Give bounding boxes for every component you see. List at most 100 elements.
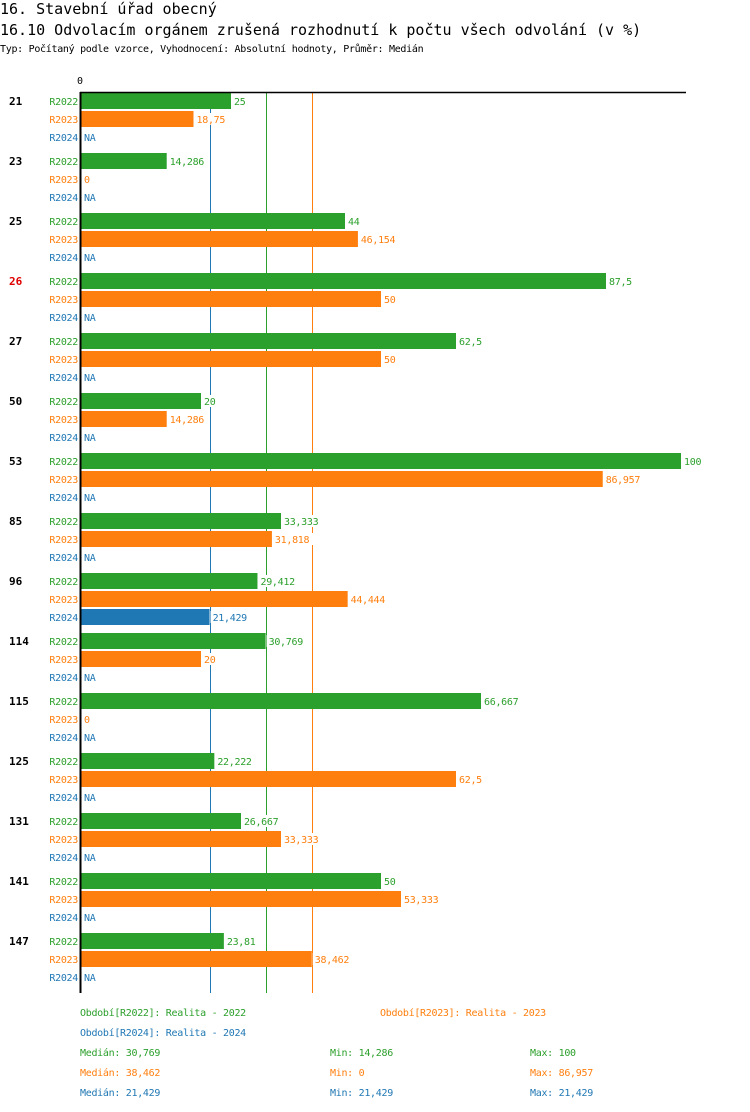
value-label-bg [348,593,389,605]
series-label-r2023: R2023 [49,355,78,366]
series-label-r2023: R2023 [49,595,78,606]
value-label-bg [382,875,398,887]
series-label-r2024: R2024 [49,613,78,624]
series-label-r2022: R2022 [49,637,78,648]
bar-r2024 [81,609,210,625]
value-label-bg [215,755,256,767]
value-label: NA [84,433,96,444]
category-label: 27 [9,335,22,348]
value-label: NA [84,373,96,384]
value-label: 22,222 [217,757,252,768]
stat-max-r2023: Max: 86,957 [530,1068,593,1079]
stat-max-r2024: Max: 21,429 [530,1088,593,1099]
value-label-bg [281,833,323,845]
series-label-r2023: R2023 [49,115,78,126]
category-label: 25 [9,215,22,228]
category-label: 85 [9,515,22,528]
value-label: 62,5 [459,337,482,348]
stat-max-r2022: Max: 100 [530,1048,576,1059]
category-label: 141 [9,875,29,888]
value-label-bg [82,671,98,683]
value-label-bg [194,113,229,125]
stat-median-r2023: Medián: 38,462 [80,1068,161,1079]
series-label-r2023: R2023 [49,955,78,966]
value-label: 30,769 [269,637,304,648]
value-label-bg [272,533,314,545]
value-label-bg [358,233,400,245]
value-label: 86,957 [606,475,641,486]
value-label-bg [202,395,218,407]
bar-r2023 [81,591,348,607]
category-label: 115 [9,695,29,708]
value-label: 20 [204,397,216,408]
value-label: 87,5 [609,277,632,288]
series-label-r2023: R2023 [49,715,78,726]
legend-r2023: Období[R2023]: Realita - 2023 [380,1008,546,1019]
value-label-bg [82,311,98,323]
series-label-r2024: R2024 [49,793,78,804]
category-label: 50 [9,395,22,408]
value-label-bg [232,95,248,107]
stat-median-r2024: Medián: 21,429 [80,1088,161,1099]
value-label: 14,286 [170,415,205,426]
value-label: 14,286 [170,157,205,168]
value-label-bg [82,131,98,143]
value-label-bg [457,335,485,347]
value-label: 25 [234,97,246,108]
bar-r2023 [81,531,272,547]
series-label-r2023: R2023 [49,175,78,186]
category-label: 21 [9,95,23,108]
bar-r2022 [81,933,224,949]
series-label-r2024: R2024 [49,133,78,144]
value-label: 46,154 [361,235,396,246]
value-label-bg [82,371,98,383]
value-label: NA [84,913,96,924]
bar-r2023 [81,951,312,967]
value-label-bg [82,191,98,203]
series-label-r2023: R2023 [49,655,78,666]
series-label-r2024: R2024 [49,493,78,504]
bar-r2023 [81,111,194,127]
series-label-r2024: R2024 [49,373,78,384]
value-label-bg [167,413,208,425]
series-label-r2022: R2022 [49,157,78,168]
value-label-bg [281,515,323,527]
bar-r2022 [81,753,215,769]
value-label: 50 [384,877,396,888]
bar-r2023 [81,471,603,487]
series-label-r2024: R2024 [49,973,78,984]
value-label: 23,81 [227,937,256,948]
series-label-r2023: R2023 [49,895,78,906]
series-label-r2024: R2024 [49,193,78,204]
section-title: 16. Stavební úřad obecný [0,0,217,18]
series-label-r2024: R2024 [49,253,78,264]
bar-r2022 [81,453,681,469]
value-label: 100 [684,457,701,468]
value-label: 66,667 [484,697,519,708]
series-label-r2023: R2023 [49,235,78,246]
value-label: 50 [384,355,396,366]
category-label: 23 [9,155,22,168]
value-label: NA [84,193,96,204]
value-label-bg [382,353,398,365]
value-label: 38,462 [315,955,350,966]
value-label: NA [84,793,96,804]
series-label-r2022: R2022 [49,277,78,288]
series-label-r2024: R2024 [49,913,78,924]
value-label-bg [82,971,98,983]
value-label-bg [82,491,98,503]
value-label-bg [346,215,362,227]
value-label-bg [607,275,635,287]
bar-r2022 [81,153,167,169]
value-label-bg [312,953,353,965]
bar-r2023 [81,891,401,907]
value-label: 44,444 [351,595,386,606]
value-label-bg [82,731,98,743]
bar-r2022 [81,93,231,109]
series-label-r2022: R2022 [49,757,78,768]
value-label: NA [84,973,96,984]
series-label-r2022: R2022 [49,397,78,408]
value-label-bg [382,293,398,305]
value-label: 44 [348,217,360,228]
series-label-r2023: R2023 [49,415,78,426]
